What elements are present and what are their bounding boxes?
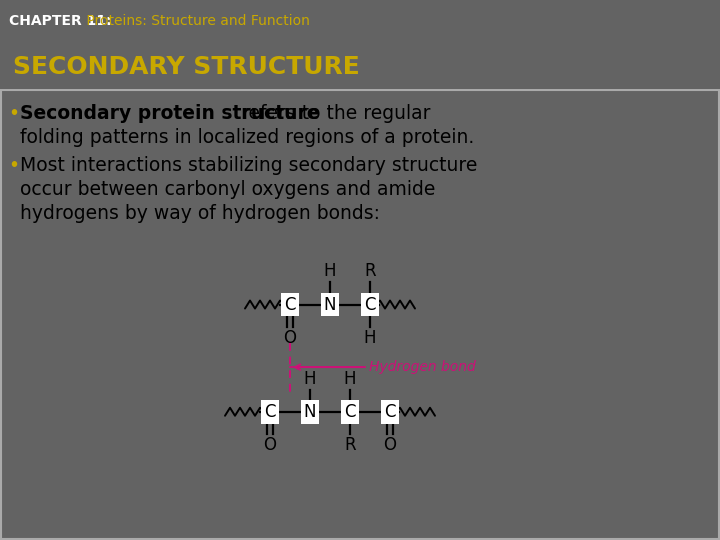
Text: O: O [264,436,276,454]
Text: H: H [343,370,356,388]
Text: occur between carbonyl oxygens and amide: occur between carbonyl oxygens and amide [20,180,436,199]
Text: H: H [324,262,336,280]
Text: •: • [8,104,19,123]
Text: O: O [284,328,297,347]
Text: H: H [364,328,377,347]
Text: R: R [364,262,376,280]
Text: C: C [344,403,356,421]
Text: hydrogens by way of hydrogen bonds:: hydrogens by way of hydrogen bonds: [20,204,380,224]
Text: Most interactions stabilizing secondary structure: Most interactions stabilizing secondary … [20,156,477,176]
Text: folding patterns in localized regions of a protein.: folding patterns in localized regions of… [20,128,474,147]
Text: Secondary protein structure: Secondary protein structure [20,104,320,123]
Text: N: N [304,403,316,421]
Text: H: H [304,370,316,388]
Text: •: • [8,156,19,176]
Text: C: C [284,295,296,314]
Text: Hydrogen bond: Hydrogen bond [369,360,476,374]
Text: CHAPTER 11:: CHAPTER 11: [9,15,112,29]
Text: C: C [384,403,396,421]
Text: refers to the regular: refers to the regular [235,104,431,123]
Text: R: R [344,436,356,454]
Text: Proteins: Structure and Function: Proteins: Structure and Function [82,15,310,29]
Text: O: O [384,436,397,454]
Text: C: C [264,403,276,421]
Text: C: C [364,295,376,314]
Text: N: N [324,295,336,314]
Text: SECONDARY STRUCTURE: SECONDARY STRUCTURE [13,55,360,78]
